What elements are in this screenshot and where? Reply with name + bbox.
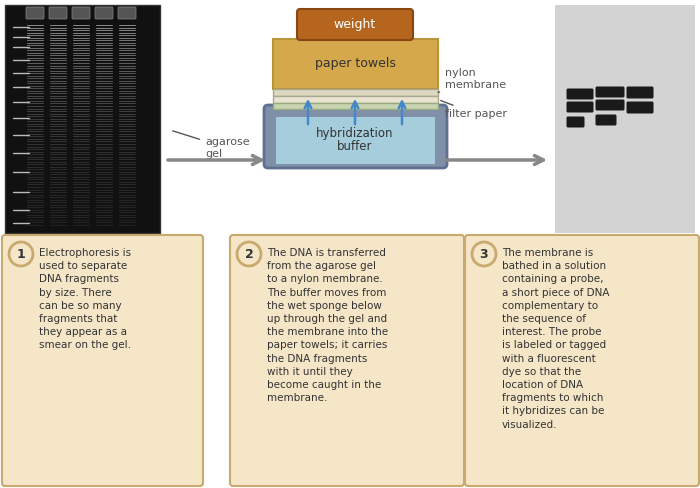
Circle shape	[9, 242, 33, 266]
FancyBboxPatch shape	[95, 7, 113, 19]
FancyBboxPatch shape	[2, 235, 203, 486]
FancyBboxPatch shape	[5, 5, 160, 233]
FancyBboxPatch shape	[465, 235, 699, 486]
FancyBboxPatch shape	[297, 9, 413, 40]
Text: 1: 1	[17, 247, 25, 261]
FancyBboxPatch shape	[596, 115, 617, 125]
FancyBboxPatch shape	[273, 96, 438, 103]
FancyBboxPatch shape	[626, 86, 654, 99]
Circle shape	[472, 242, 496, 266]
Text: Electrophoresis is
used to separate
DNA fragments
by size. There
can be so many
: Electrophoresis is used to separate DNA …	[39, 248, 131, 350]
Text: buffer: buffer	[337, 140, 372, 153]
FancyBboxPatch shape	[626, 102, 654, 114]
FancyBboxPatch shape	[596, 100, 624, 110]
FancyBboxPatch shape	[49, 7, 67, 19]
Text: 3: 3	[480, 247, 489, 261]
FancyBboxPatch shape	[566, 117, 584, 127]
FancyBboxPatch shape	[72, 7, 90, 19]
FancyBboxPatch shape	[566, 102, 594, 113]
FancyBboxPatch shape	[555, 5, 695, 233]
FancyBboxPatch shape	[118, 7, 136, 19]
Text: paper towels: paper towels	[314, 58, 396, 70]
Circle shape	[237, 242, 261, 266]
FancyBboxPatch shape	[566, 88, 594, 100]
FancyBboxPatch shape	[276, 117, 435, 164]
Text: The membrane is
bathed in a solution
containing a probe,
a short piece of DNA
co: The membrane is bathed in a solution con…	[502, 248, 610, 429]
Text: nylon
membrane: nylon membrane	[438, 68, 506, 93]
Text: The DNA is transferred
from the agarose gel
to a nylon membrane.
The buffer move: The DNA is transferred from the agarose …	[267, 248, 388, 403]
FancyBboxPatch shape	[230, 235, 464, 486]
Text: filter paper: filter paper	[440, 101, 507, 119]
FancyBboxPatch shape	[273, 89, 438, 96]
Text: 2: 2	[244, 247, 253, 261]
Text: weight: weight	[334, 18, 376, 31]
FancyBboxPatch shape	[26, 7, 44, 19]
FancyBboxPatch shape	[596, 86, 624, 98]
FancyBboxPatch shape	[273, 39, 438, 89]
FancyBboxPatch shape	[273, 103, 438, 109]
Text: hybridization: hybridization	[316, 127, 393, 140]
FancyBboxPatch shape	[264, 105, 447, 168]
Text: agarose
gel: agarose gel	[173, 131, 250, 159]
